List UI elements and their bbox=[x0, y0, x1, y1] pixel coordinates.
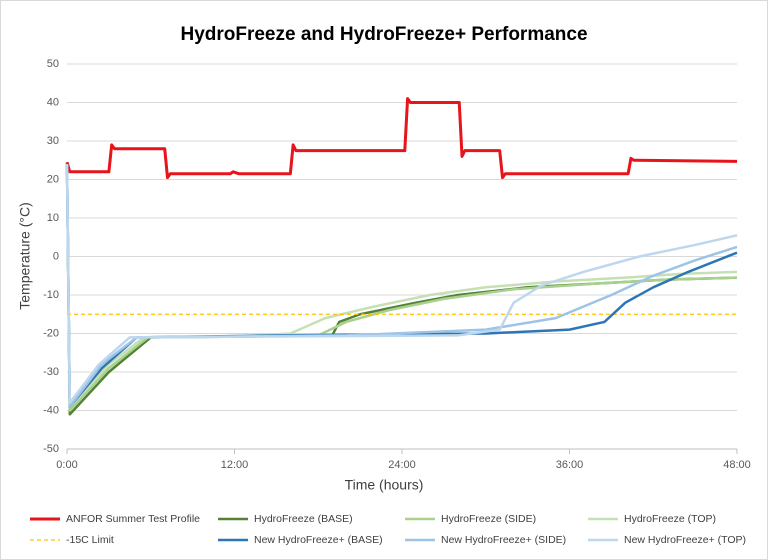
y-tick-label: 10 bbox=[47, 212, 59, 224]
x-axis-title: Time (hours) bbox=[345, 477, 424, 493]
legend-label: New HydroFreeze+ (BASE) bbox=[254, 534, 383, 546]
x-tick-label: 36:00 bbox=[556, 459, 584, 471]
series-line bbox=[65, 164, 738, 408]
y-tick-label: -40 bbox=[43, 404, 59, 416]
series-line bbox=[65, 164, 738, 408]
x-tick-label: 12:00 bbox=[221, 459, 249, 471]
legend-label: HydroFreeze (TOP) bbox=[624, 513, 716, 525]
y-tick-label: 30 bbox=[47, 135, 59, 147]
series-line bbox=[65, 164, 738, 405]
legend-label: ANFOR Summer Test Profile bbox=[66, 513, 200, 525]
series-line bbox=[65, 97, 738, 180]
chart-title: HydroFreeze and HydroFreeze+ Performance bbox=[180, 24, 587, 45]
series-line bbox=[65, 164, 738, 408]
y-tick-label: -10 bbox=[43, 289, 59, 301]
legend-label: -15C Limit bbox=[66, 534, 114, 546]
y-tick-label: 0 bbox=[53, 250, 59, 262]
x-tick-label: 0:00 bbox=[56, 459, 77, 471]
legend-label: HydroFreeze (BASE) bbox=[254, 513, 353, 525]
y-tick-label: -30 bbox=[43, 366, 59, 378]
legend-label: New HydroFreeze+ (TOP) bbox=[624, 534, 746, 546]
y-tick-label: -20 bbox=[43, 327, 59, 339]
y-tick-label: 20 bbox=[47, 173, 59, 185]
y-tick-label: 40 bbox=[47, 96, 59, 108]
x-tick-label: 48:00 bbox=[723, 459, 751, 471]
y-tick-label: -50 bbox=[43, 443, 59, 455]
x-tick-label: 24:00 bbox=[388, 459, 416, 471]
series-line bbox=[65, 164, 738, 412]
y-tick-label: 50 bbox=[47, 58, 59, 70]
legend-label: New HydroFreeze+ (SIDE) bbox=[441, 534, 566, 546]
y-axis-title: Temperature (°C) bbox=[17, 202, 33, 310]
legend-label: HydroFreeze (SIDE) bbox=[441, 513, 536, 525]
